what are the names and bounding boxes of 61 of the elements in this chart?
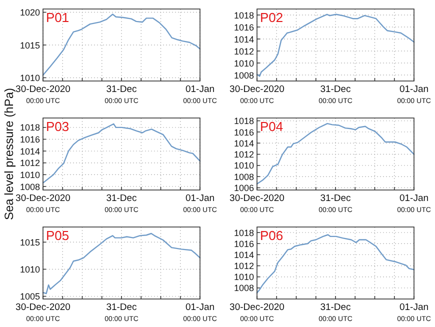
x-tick-label: 30-Dec-2020 00:00 UTC [16, 302, 70, 323]
y-tick-label: 1008 [234, 283, 254, 294]
x-tick-label: 30-Dec-2020 00:00 UTC [230, 193, 284, 214]
line-series [256, 14, 415, 77]
x-tick-label: 31-Dec 00:00 UTC [318, 302, 352, 323]
y-tick-label: 1008 [20, 182, 40, 192]
y-axis-title: Sea level pressure (hPa) [2, 88, 16, 220]
line-series [42, 123, 201, 184]
chart-title: P01 [46, 10, 70, 25]
y-tick-label: 1005 [20, 292, 40, 302]
chart-title: P03 [46, 119, 70, 134]
chart-title: P02 [260, 10, 284, 25]
y-tick-label: 1014 [234, 34, 254, 44]
y-tick-label: 1012 [234, 46, 254, 56]
x-tick-label: 31-Dec 00:00 UTC [318, 193, 352, 214]
y-tick-label: 1010 [234, 58, 254, 68]
x-tick-label: 31-Dec 00:00 UTC [104, 302, 138, 323]
y-tick-label: 1008 [234, 172, 254, 182]
chart-title: P06 [260, 228, 284, 243]
x-tick-label: 30-Dec-2020 00:00 UTC [16, 84, 70, 105]
y-tick-label: 1014 [234, 250, 254, 260]
y-tick-label: 1010 [20, 264, 40, 275]
y-tick-label: 1010 [234, 272, 254, 282]
y-tick-label: 1010 [20, 170, 40, 180]
y-tick-label: 1018 [234, 10, 254, 20]
x-tick-label: 01-Jan 00:00 UTC [183, 302, 217, 323]
x-tick-label: 31-Dec 00:00 UTC [104, 193, 138, 214]
y-tick-label: 1006 [234, 183, 254, 194]
x-tick-label: 30-Dec-2020 00:00 UTC [230, 84, 284, 105]
x-tick-label: 31-Dec 00:00 UTC [104, 84, 138, 105]
x-tick-label: 01-Jan 00:00 UTC [397, 302, 431, 323]
line-series [42, 14, 201, 76]
y-tick-label: 1016 [234, 238, 254, 249]
x-tick-label: 31-Dec 00:00 UTC [318, 84, 352, 105]
chart-title: P05 [46, 228, 70, 243]
y-tick-label: 1014 [20, 146, 40, 156]
x-tick-label: 01-Jan 00:00 UTC [397, 193, 431, 214]
y-tick-label: 1018 [234, 116, 254, 126]
y-tick-label: 1012 [234, 261, 254, 272]
y-tick-label: 1015 [20, 237, 40, 248]
x-tick-label: 30-Dec-2020 00:00 UTC [230, 302, 284, 323]
x-tick-label: 01-Jan 00:00 UTC [183, 84, 217, 105]
x-tick-label: 01-Jan 00:00 UTC [397, 84, 431, 105]
y-tick-label: 1014 [234, 138, 254, 148]
x-tick-label: 30-Dec-2020 00:00 UTC [16, 193, 70, 214]
x-tick-label: 01-Jan 00:00 UTC [183, 193, 217, 214]
y-tick-label: 1008 [234, 70, 254, 80]
y-tick-label: 1015 [20, 40, 40, 50]
y-tick-label: 1016 [234, 127, 254, 138]
chart-title: P04 [260, 119, 284, 134]
y-tick-label: 1010 [234, 160, 254, 171]
y-tick-label: 1016 [20, 134, 40, 145]
y-tick-label: 1020 [20, 8, 40, 18]
y-tick-label: 1012 [20, 158, 40, 168]
line-series [42, 232, 201, 294]
y-tick-label: 1016 [234, 22, 254, 32]
line-series [256, 122, 415, 184]
y-tick-label: 1018 [234, 228, 254, 238]
y-tick-label: 1018 [20, 122, 40, 133]
y-tick-label: 1010 [20, 73, 40, 84]
y-tick-label: 1012 [234, 150, 254, 160]
